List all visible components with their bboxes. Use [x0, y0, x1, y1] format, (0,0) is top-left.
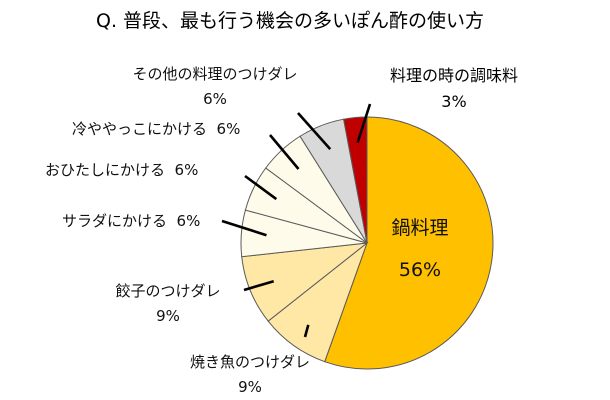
leader-lines	[221, 103, 372, 338]
leader-line-3	[221, 219, 267, 237]
chart-title: Q. 普段、最も行う機会の多いぽん酢の使い方	[96, 10, 484, 32]
slice-value-7: 3%	[441, 92, 466, 111]
slice-value-0: 56%	[399, 259, 441, 281]
slice-label-4: おひたしにかける 6%	[45, 161, 198, 179]
slice-label-5: 冷ややっこにかける 6%	[72, 120, 240, 138]
slice-label-3: サラダにかける 6%	[62, 212, 200, 230]
slice-label-7: 料理の時の調味料	[390, 66, 518, 85]
leader-line-7	[356, 103, 372, 143]
leader-line-5	[269, 134, 300, 170]
slice-label-6: その他の料理のつけダレ	[132, 65, 297, 83]
slice-label-2: 餃子のつけダレ	[115, 282, 220, 300]
slice-value-2: 9%	[156, 307, 180, 325]
slice-value-1: 9%	[238, 378, 262, 396]
slice-labels: 鍋料理 56% 焼き魚のつけダレ 9% 餃子のつけダレ 9% サラダにかける 6% おひたしに…	[45, 65, 518, 396]
slice-label-0: 鍋料理	[391, 217, 448, 239]
slice-value-6: 6%	[203, 90, 227, 108]
leader-line-6	[297, 112, 332, 150]
leader-line-1	[303, 324, 310, 338]
leader-line-4	[244, 174, 278, 201]
pie-slices	[240, 116, 494, 370]
leader-line-2	[243, 279, 275, 292]
slice-label-1: 焼き魚のつけダレ	[190, 353, 310, 371]
pie-slice-0	[324, 116, 494, 370]
